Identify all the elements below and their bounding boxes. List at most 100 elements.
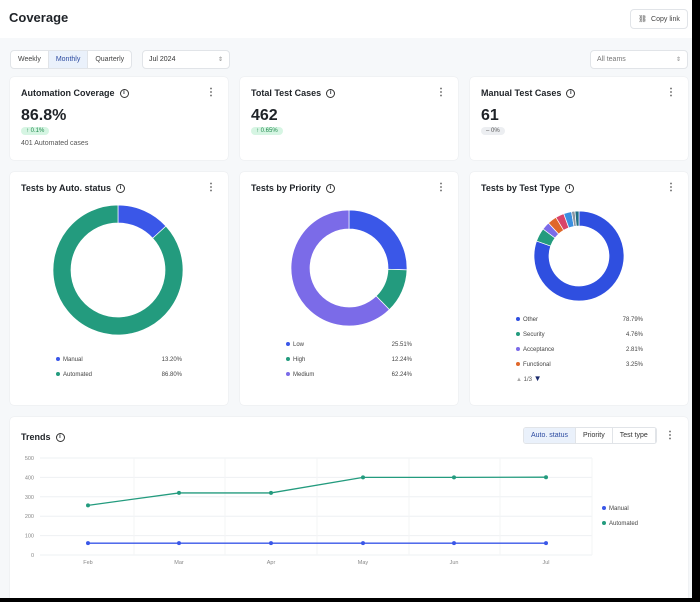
info-icon[interactable]: i [325,183,335,193]
data-point[interactable] [86,541,90,546]
data-point[interactable] [452,541,456,546]
legend-name: Acceptance [523,347,555,353]
data-point[interactable] [269,490,273,495]
legend-label[interactable]: Automated [609,521,638,527]
link-icon: ⛓ [638,16,648,23]
x-tick-label: Mar [174,560,184,566]
card-title: Automation Coverage [21,88,115,98]
legend-value: 12.24% [391,357,412,363]
more-icon[interactable]: ⋮ [666,182,676,193]
legend-item[interactable]: Security 4.76% [516,332,643,338]
info-icon[interactable]: i [116,183,126,193]
more-icon[interactable]: ⋮ [436,87,446,98]
data-point[interactable] [361,541,365,546]
more-icon[interactable]: ⋮ [666,87,676,98]
data-point[interactable] [86,503,90,508]
legend-label[interactable]: Manual [609,506,629,512]
legend-item[interactable]: Acceptance 2.81% [516,347,643,353]
legend-swatch [56,357,60,362]
team-select[interactable]: All teams ⇕ [590,50,688,69]
tab-priority[interactable]: Priority [576,428,613,443]
card-title: Tests by Test Type [481,183,561,193]
card-title: Total Test Cases [251,88,322,98]
x-tick-label: May [358,560,369,566]
delta-badge: ↑ 0.1% [21,127,50,135]
legend-swatch [286,357,290,362]
legend-value: 25.51% [391,342,412,348]
x-tick-label: Jul [542,560,549,566]
copy-link-button[interactable]: ⛓ Copy link [630,9,688,29]
period-quarterly[interactable]: Quarterly [95,56,125,63]
updown-icon: ⇕ [675,57,681,63]
period-monthly[interactable]: Monthly [48,51,89,68]
data-point[interactable] [177,490,181,495]
data-point[interactable] [544,475,548,480]
x-tick-label: Apr [267,560,276,566]
more-icon[interactable]: ⋮ [436,182,446,193]
legend-item[interactable]: Low 25.51% [286,342,412,348]
data-point[interactable] [452,475,456,480]
page-title: Coverage [9,10,69,25]
info-icon[interactable]: i [566,88,576,98]
header: Coverage ⛓ Copy link [0,0,692,38]
month-value: Jul 2024 [149,56,176,63]
card-title: Tests by Auto. status [21,183,112,193]
legend-swatch [602,506,606,510]
legend-swatch [516,362,520,367]
donut-chart [290,209,408,327]
info-icon[interactable]: i [55,432,65,442]
y-tick-label: 400 [25,475,34,481]
legend-value: 86.80% [161,372,182,378]
month-select[interactable]: Jul 2024 ⇕ [142,50,230,69]
legend-swatch [516,347,520,352]
legend-name: Other [523,317,539,323]
y-tick-label: 100 [25,534,34,540]
data-point[interactable] [177,541,181,546]
legend-swatch [602,521,606,525]
legend-label: Security [516,332,545,338]
legend-label: Acceptance [516,347,554,353]
donut-chart [52,204,184,336]
donut-slice[interactable] [574,210,580,227]
kpi-value: 462 [251,107,278,124]
more-icon[interactable]: ⋮ [665,430,675,441]
donut-slice[interactable] [52,204,184,336]
card-tests-by-priority: Tests by Priority i ⋮ Low 25.51% High 12.24%… [240,172,458,405]
legend-value: 3.25% [625,362,643,368]
legend-item[interactable]: Other 78.79% [516,317,643,323]
legend-value: 13.20% [161,357,182,363]
info-icon[interactable]: i [565,183,575,193]
y-tick-label: 0 [31,553,34,559]
legend-item[interactable]: Medium 62.24% [286,372,412,378]
pager-prev-icon[interactable]: ▲ [516,377,522,383]
trends-line-chart: 0 100 200 300 400 500 Feb Mar Apr May Jun Jul Manual… [25,456,638,566]
tab-auto-status[interactable]: Auto. status [524,428,576,443]
pager-next-icon[interactable]: ▼ [533,374,542,383]
legend-swatch [286,372,290,377]
legend-label: Other [516,317,538,323]
info-icon[interactable]: i [326,88,336,98]
more-icon[interactable]: ⋮ [206,87,216,98]
more-icon[interactable]: ⋮ [206,182,216,193]
legend-item[interactable]: High 12.24% [286,357,412,363]
series-line-automated [87,476,547,506]
data-point[interactable] [361,475,365,480]
legend-item[interactable]: Functional 3.25% [516,362,643,368]
data-point[interactable] [544,541,548,546]
y-tick-label: 200 [25,514,34,520]
period-weekly[interactable]: Weekly [11,51,49,68]
tab-test-type[interactable]: Test type [613,428,656,443]
legend-item[interactable]: Automated 86.80% [56,372,182,378]
legend-label: Automated [56,372,92,378]
legend-value: 4.76% [625,332,643,338]
y-tick-label: 500 [25,456,34,462]
legend-label: High [286,357,305,363]
info-icon[interactable]: i [119,88,129,98]
copy-link-label: Copy link [651,15,680,23]
legend-item[interactable]: Manual 13.20% [56,357,182,363]
donut-slice[interactable] [290,209,390,327]
data-point[interactable] [269,541,273,546]
donut-slice[interactable] [533,210,625,302]
donut-slice[interactable] [348,209,408,271]
legend-name: Functional [523,362,551,368]
